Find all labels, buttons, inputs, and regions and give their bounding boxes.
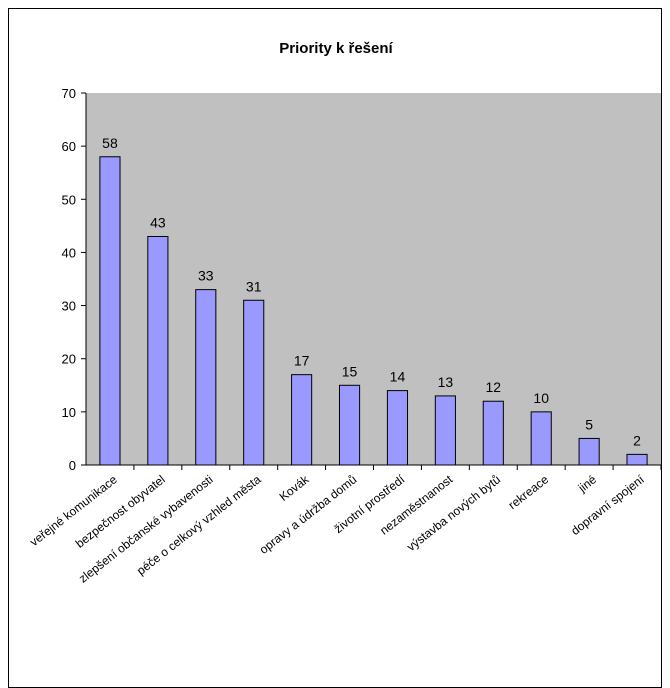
- bar: [434, 395, 456, 466]
- data-labels: 58 43 33 31 17 15 14 13 12 10 5 2: [102, 135, 641, 449]
- data-label: 15: [342, 363, 358, 379]
- y-axis-ticks: 0 10 20 30 40 50 60 70: [62, 86, 86, 473]
- category-label: rekreace: [506, 472, 552, 512]
- data-label: 14: [390, 369, 406, 385]
- bar: [530, 411, 552, 466]
- y-tick-label: 40: [62, 245, 76, 260]
- chart-title: Priority k řešení: [279, 40, 393, 57]
- data-label: 43: [150, 214, 166, 230]
- bar: [482, 400, 504, 466]
- bar-chart: 0 10 20 30 40 50 60 70 58 43 33 31 17 15 14 13 12 10 5 2 v…: [27, 40, 662, 586]
- bar: [195, 289, 217, 466]
- data-label: 2: [633, 432, 641, 448]
- bar: [578, 437, 600, 466]
- data-label: 13: [438, 374, 454, 390]
- category-label: veřejné komunikace: [27, 472, 120, 549]
- y-tick-label: 0: [69, 458, 76, 473]
- bar: [147, 235, 169, 466]
- bar: [99, 156, 121, 466]
- y-tick-label: 20: [62, 352, 76, 367]
- y-tick-label: 10: [62, 405, 76, 420]
- chart-frame: 0 10 20 30 40 50 60 70 58 43 33 31 17 15 14 13 12 10 5 2 v…: [8, 8, 662, 688]
- category-label: Kovák: [277, 472, 313, 504]
- data-label: 10: [533, 390, 549, 406]
- data-label: 17: [294, 353, 310, 369]
- bar: [386, 390, 409, 466]
- data-label: 5: [585, 416, 593, 432]
- y-tick-label: 30: [62, 299, 76, 314]
- y-tick-label: 70: [62, 86, 76, 101]
- data-label: 31: [246, 278, 262, 294]
- bar: [243, 299, 265, 466]
- data-label: 12: [486, 379, 502, 395]
- data-label: 33: [198, 268, 214, 284]
- y-tick-label: 60: [62, 139, 76, 154]
- plot-area: [86, 93, 661, 465]
- category-label: jiné: [575, 472, 599, 495]
- data-label: 58: [102, 135, 118, 151]
- y-tick-label: 50: [62, 192, 76, 207]
- bar: [291, 374, 313, 466]
- bar: [338, 384, 361, 466]
- bar: [626, 453, 648, 466]
